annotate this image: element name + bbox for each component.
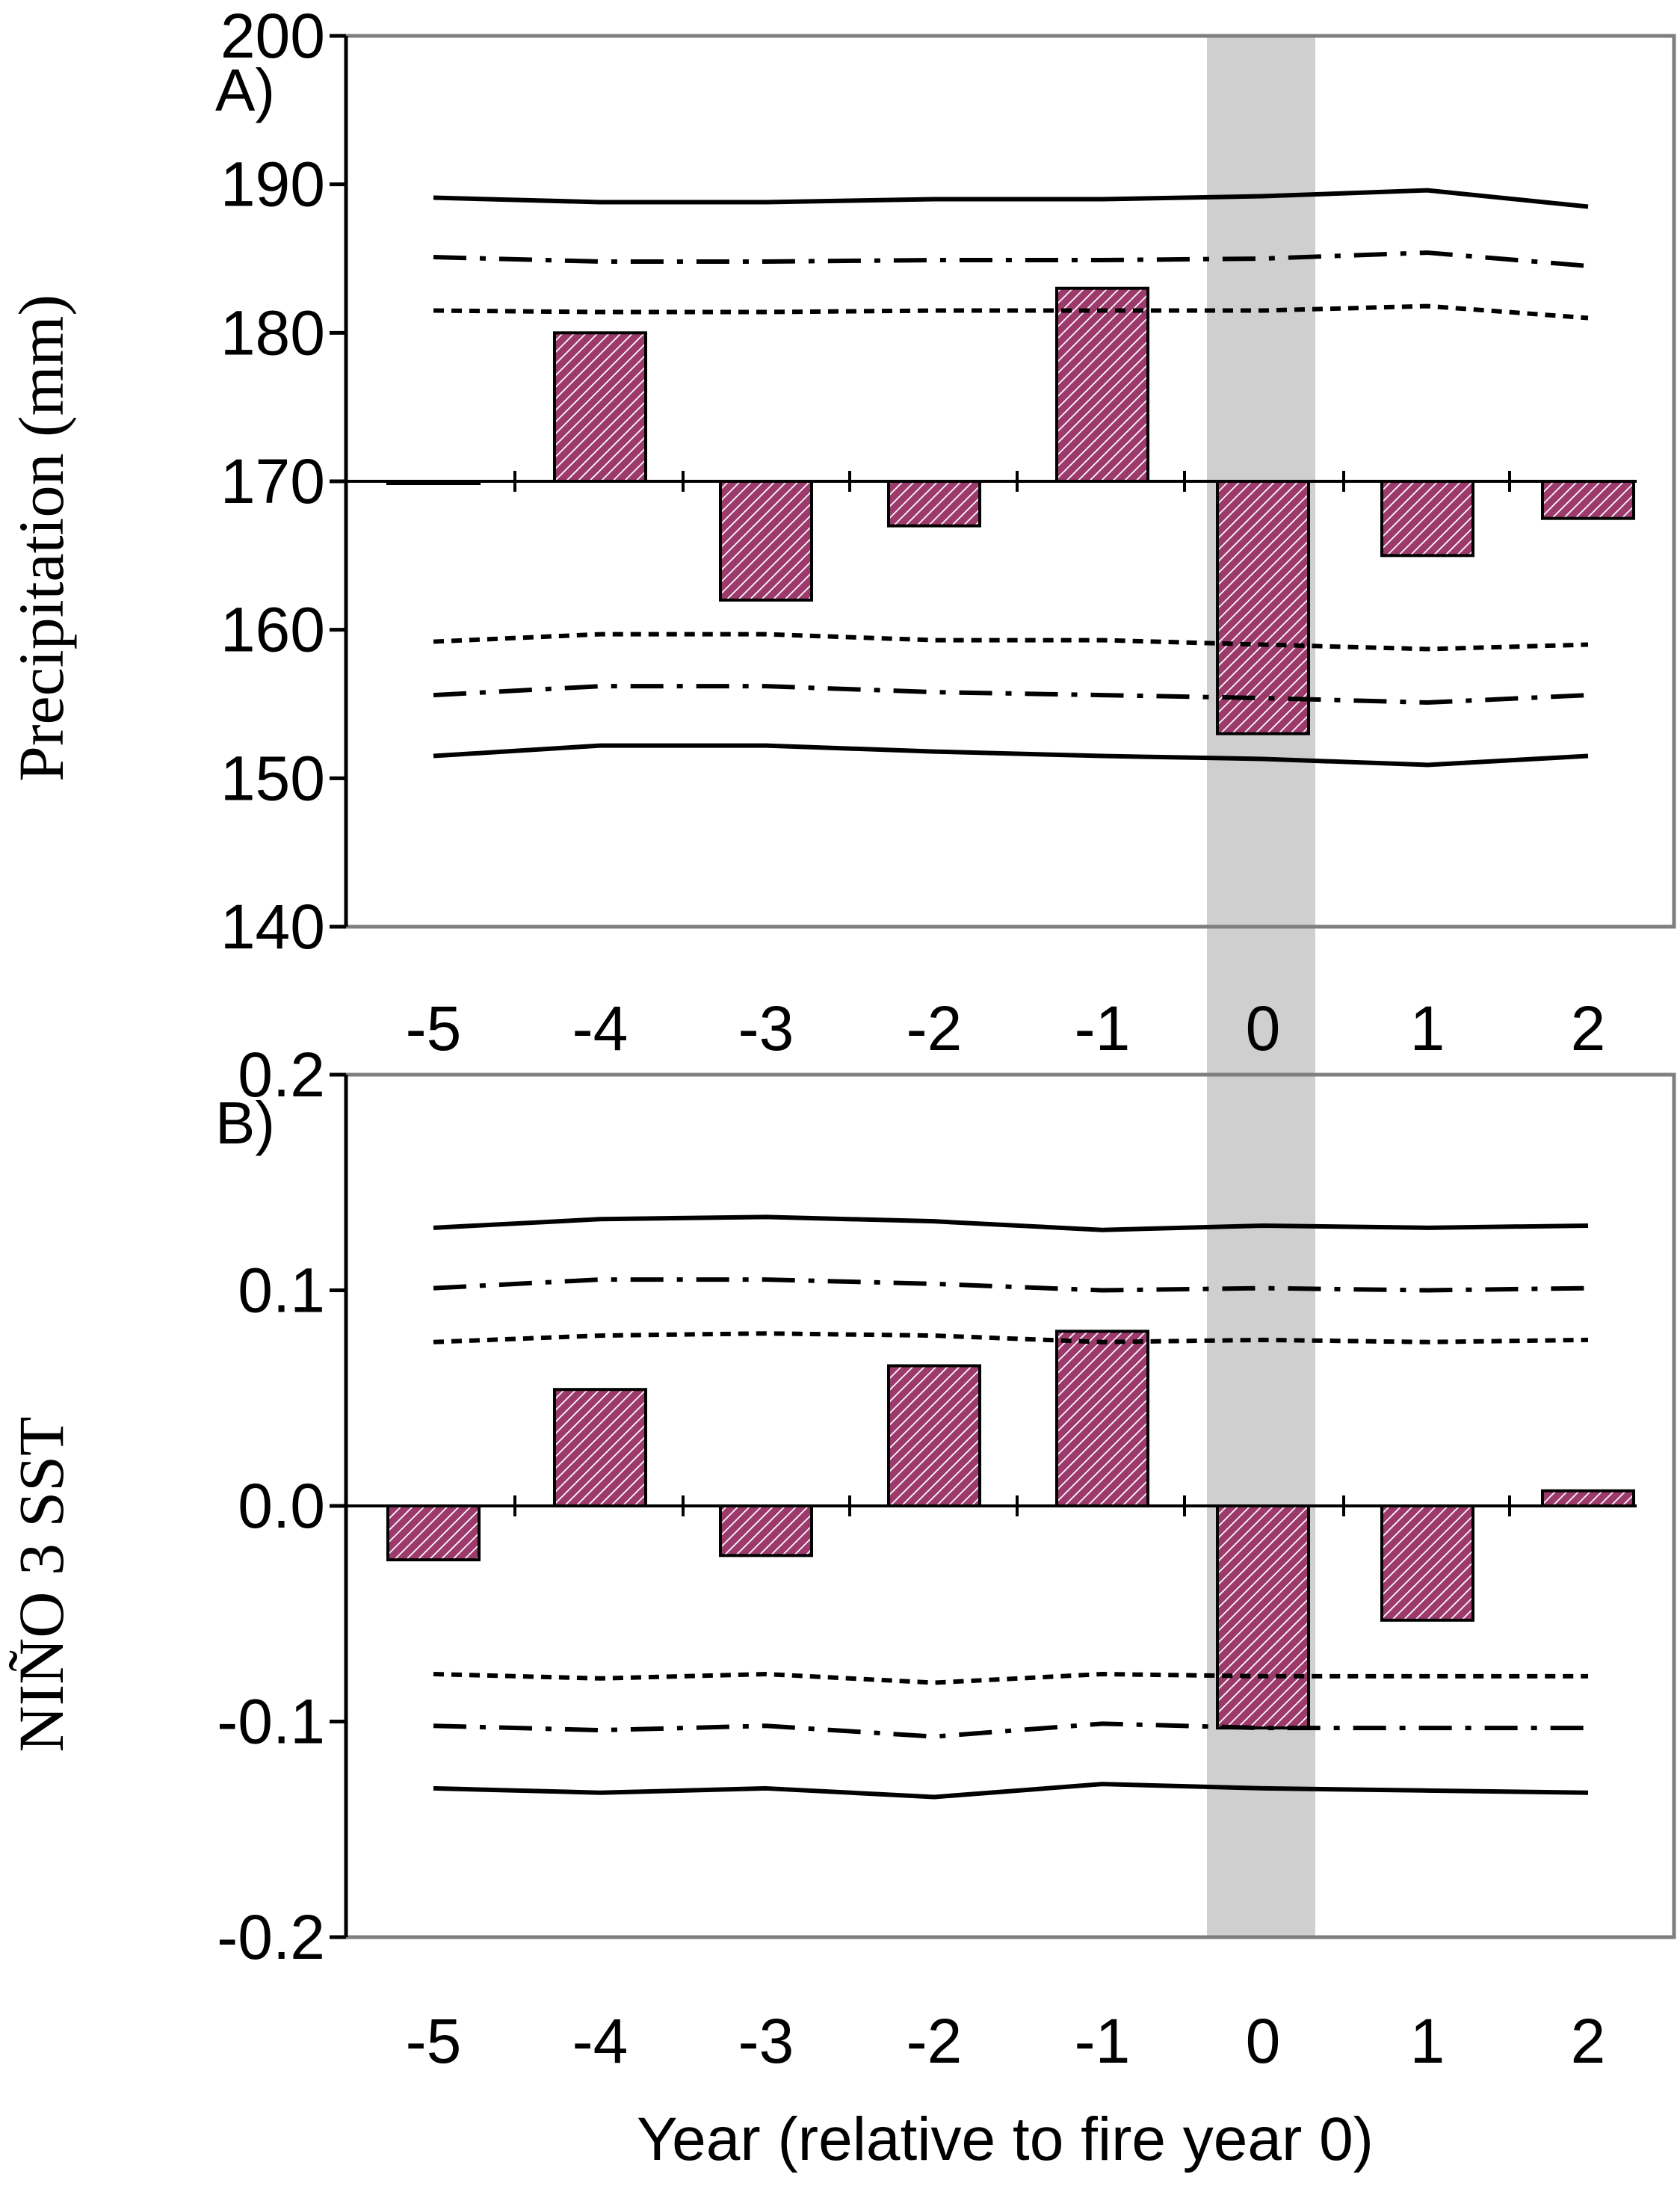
y-tick-label: 140 (220, 892, 325, 962)
y-tick-label: 0.2 (238, 1040, 325, 1110)
panel-a-x-tick-labels: -5 -4 -3 -2 -1 0 1 2 (406, 993, 1606, 1063)
series-upper-dash-dot (433, 250, 1589, 268)
panel-b-y-ticks: -0.2 -0.1 0.0 0.1 0.2 (217, 1040, 348, 1972)
series-upper-solid (433, 188, 1589, 209)
panel-b-baseline (346, 1495, 1637, 1516)
panel-a-y-axis-label: Precipitation (mm) (5, 294, 77, 782)
bar-year--4 (553, 331, 647, 484)
panel-a-bars (386, 286, 1635, 735)
x-tick-label--1: -1 (1075, 993, 1131, 1063)
x-tick-label--2: -2 (907, 993, 963, 1063)
bar-year-0 (1216, 480, 1310, 735)
series-upper-dotted (433, 303, 1589, 321)
x-tick-label-2: 2 (1571, 2006, 1606, 2076)
bar-year--2 (887, 1364, 981, 1507)
x-tick-label--5: -5 (406, 2006, 462, 2076)
bar-year-2 (1541, 480, 1635, 520)
y-tick-label: 0.1 (238, 1256, 325, 1326)
x-tick-label--5: -5 (406, 993, 462, 1063)
y-tick-label: 170 (220, 446, 325, 516)
bar-year--3 (719, 480, 813, 602)
bar-year--3 (719, 1504, 813, 1557)
x-tick-label--3: -3 (738, 2006, 794, 2076)
bar-year-1 (1380, 480, 1474, 558)
series-lower-dotted (433, 1672, 1588, 1685)
x-tick-label-1: 1 (1410, 2006, 1445, 2076)
series-upper-dash-dot (433, 1277, 1589, 1293)
x-tick-label--3: -3 (738, 993, 794, 1063)
x-tick-label--2: -2 (907, 2006, 963, 2076)
x-axis-label: Year (relative to fire year 0) (637, 2105, 1374, 2173)
panel-a-precipitation: 140 150 160 170 180 190 200 -5 -4 -3 -2 -1 0 1 2 A) P… (5, 1, 1676, 1063)
panel-b-bars (386, 1330, 1635, 1730)
panel-b-nino3-sst: -0.2 -0.1 0.0 0.1 0.2 -5 -4 -3 -2 -1 0 1 2 B) NIÑO … (5, 1040, 1676, 2076)
panel-b-x-tick-labels: -5 -4 -3 -2 -1 0 1 2 (406, 2006, 1606, 2076)
x-tick-label--4: -4 (572, 993, 629, 1063)
series-upper-solid (433, 1214, 1589, 1232)
y-tick-label: 190 (220, 149, 325, 220)
series-lower-solid (433, 743, 1589, 768)
panel-a-y-ticks: 140 150 160 170 180 190 200 (220, 1, 348, 962)
bar-year--1 (1055, 286, 1149, 483)
x-tick-label-1: 1 (1410, 993, 1445, 1063)
series-lower-dotted (433, 632, 1589, 652)
bar-year-1 (1380, 1504, 1474, 1622)
x-tick-label-2: 2 (1571, 993, 1606, 1063)
x-tick-label--4: -4 (572, 2006, 629, 2076)
x-tick-label-0: 0 (1246, 993, 1281, 1063)
panel-b-threshold-lines (433, 1214, 1589, 1800)
bar-year--2 (887, 480, 981, 528)
series-lower-dash-dot (433, 684, 1589, 706)
panel-a-threshold-lines (433, 188, 1589, 768)
bar-year-0 (1216, 1504, 1310, 1730)
y-tick-label: -0.2 (217, 1902, 325, 1972)
x-tick-label-0: 0 (1246, 2006, 1281, 2076)
x-tick-label--1: -1 (1075, 2006, 1131, 2076)
y-tick-label: -0.1 (217, 1687, 325, 1757)
panel-a-baseline (346, 471, 1637, 492)
series-lower-solid (433, 1782, 1589, 1800)
panel-b-y-axis-label: NIÑO 3 SST (5, 1416, 77, 1752)
y-tick-label: 150 (220, 743, 325, 813)
series-lower-dash-dot (433, 1721, 1588, 1739)
series-upper-dotted (433, 1331, 1589, 1344)
y-tick-label: 180 (220, 297, 325, 368)
bar-year--1 (1055, 1330, 1149, 1507)
bar-year--5 (386, 1504, 481, 1562)
y-tick-label: 200 (220, 1, 325, 71)
y-tick-label: 0.0 (238, 1471, 325, 1541)
bar-year--4 (553, 1388, 647, 1507)
y-tick-label: 160 (220, 595, 325, 665)
panel-b-label: B) (215, 1090, 275, 1156)
panel-a-label: A) (215, 57, 275, 123)
bar-year-2 (1541, 1489, 1635, 1508)
